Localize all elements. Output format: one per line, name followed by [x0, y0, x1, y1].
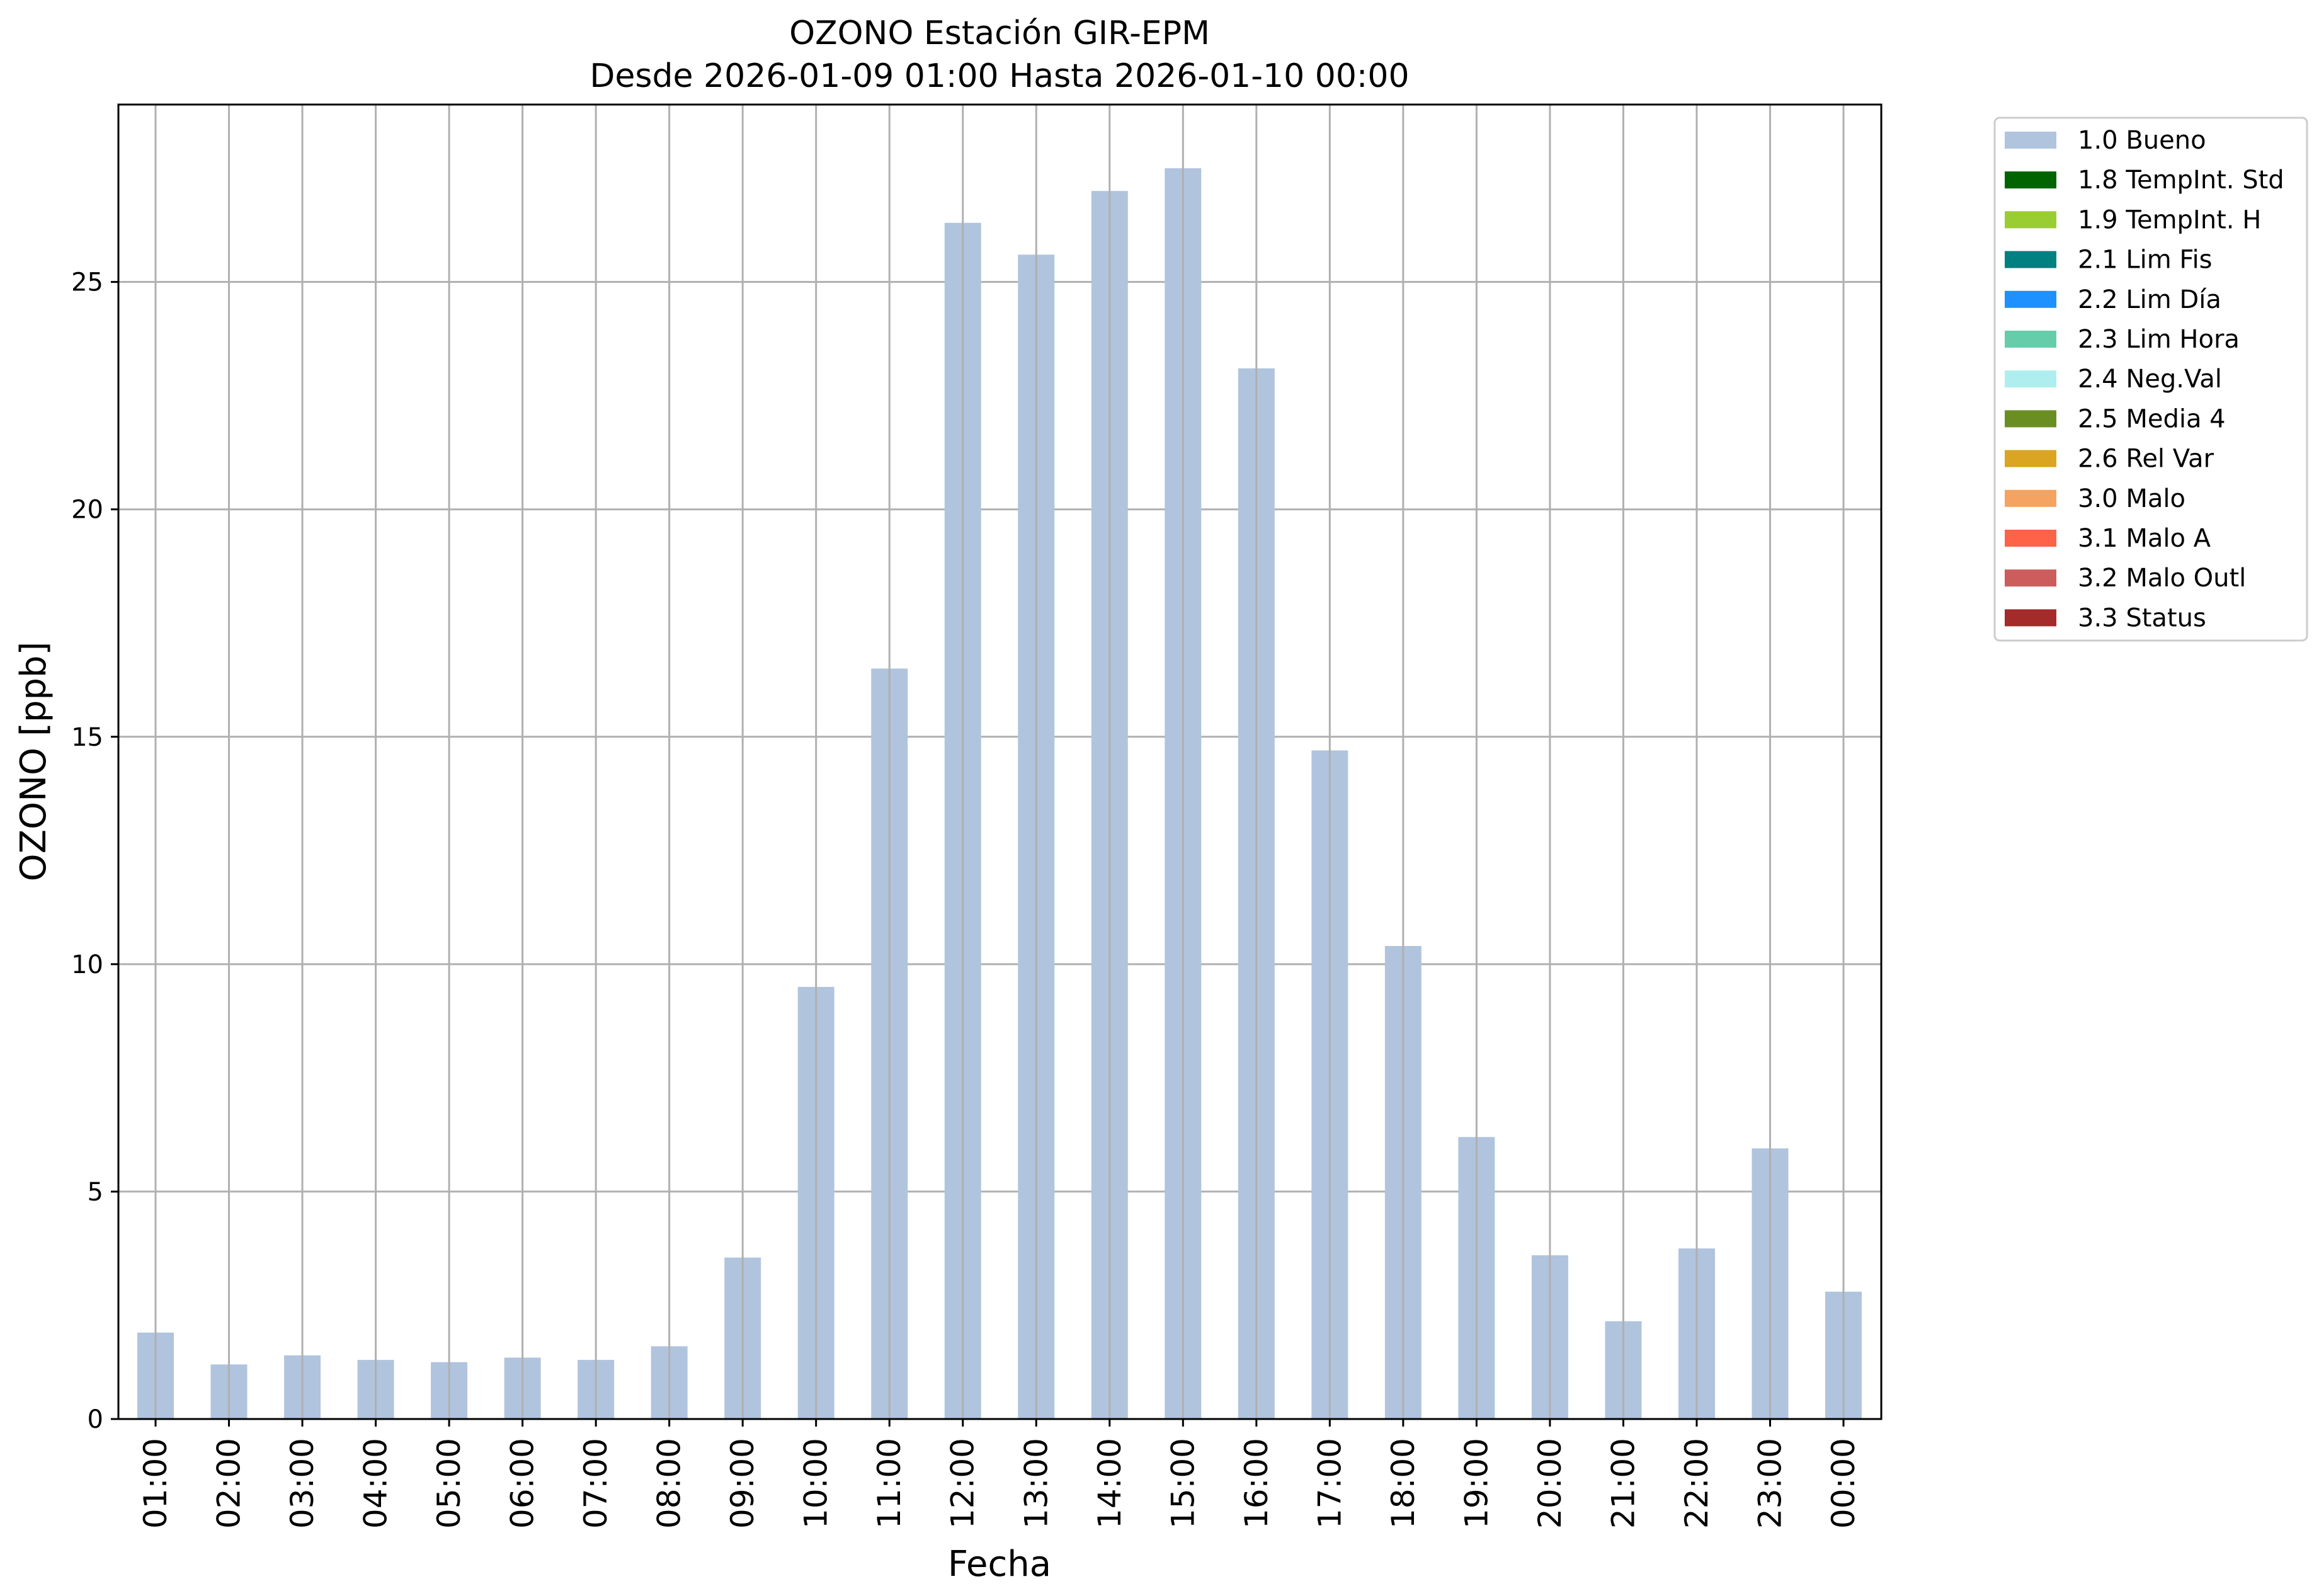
- chart-title: OZONO Estación GIR-EPM: [789, 14, 1210, 52]
- y-tick-label: 10: [71, 950, 103, 979]
- legend-swatch: [2005, 171, 2056, 189]
- y-tick-label: 25: [71, 268, 103, 297]
- legend-label: 1.0 Bueno: [2078, 126, 2206, 155]
- legend-frame: [1993, 117, 2308, 642]
- y-tick-label: 0: [88, 1405, 103, 1434]
- x-tick-label: 04:00: [358, 1438, 394, 1529]
- legend-swatch: [2005, 132, 2056, 149]
- x-axis-label: Fecha: [948, 1544, 1051, 1585]
- chart-subtitle: Desde 2026-01-09 01:00 Hasta 2026-01-10 …: [590, 57, 1409, 95]
- legend-swatch: [2005, 211, 2056, 229]
- x-tick-label: 11:00: [871, 1438, 908, 1529]
- legend-swatch: [2005, 489, 2056, 507]
- x-tick-label: 18:00: [1385, 1438, 1422, 1529]
- x-tick-label: 00:00: [1825, 1438, 1862, 1529]
- x-tick-label: 03:00: [284, 1438, 321, 1529]
- legend-label: 3.3 Status: [2078, 603, 2206, 632]
- x-tick-label: 21:00: [1605, 1438, 1641, 1529]
- legend-swatch: [2005, 251, 2056, 268]
- x-tick-label: 05:00: [431, 1438, 467, 1529]
- legend-label: 2.1 Lim Fis: [2078, 246, 2212, 275]
- x-tick-label: 06:00: [504, 1438, 541, 1529]
- x-tick-label: 17:00: [1311, 1438, 1348, 1529]
- x-tick-label: 12:00: [945, 1438, 981, 1529]
- x-tick-label: 09:00: [724, 1438, 761, 1529]
- legend-swatch: [2005, 410, 2056, 428]
- x-tick-label: 23:00: [1752, 1438, 1788, 1529]
- grid: [118, 281, 1881, 1420]
- x-tick-label: 13:00: [1018, 1438, 1054, 1529]
- y-tick-label: 15: [71, 723, 103, 752]
- x-tick-label: 16:00: [1238, 1438, 1275, 1529]
- x-tick-label: 08:00: [651, 1438, 688, 1529]
- x-tick-label: 10:00: [798, 1438, 835, 1529]
- x-tick-label: 19:00: [1458, 1438, 1495, 1529]
- x-tick-label: 07:00: [578, 1438, 614, 1529]
- legend-swatch: [2005, 370, 2056, 388]
- y-axis-label: OZONO [ppb]: [13, 642, 54, 882]
- x-tick-label: 01:00: [137, 1438, 174, 1529]
- legend-swatch: [2005, 450, 2056, 467]
- y-tick-label: 5: [88, 1178, 103, 1207]
- legend-label: 2.4 Neg.Val: [2078, 365, 2222, 394]
- x-ticks: 01:00 02:00 03:00 04:00 05:00 06:00 07:00 08:00…: [137, 1419, 1862, 1529]
- legend-label: 2.5 Media 4: [2078, 404, 2226, 433]
- plot-frame: [117, 103, 1883, 1420]
- legend-swatch: [2005, 331, 2056, 348]
- x-tick-label: 20:00: [1532, 1438, 1568, 1529]
- legend-label: 2.2 Lim Día: [2078, 285, 2221, 314]
- legend-label: 3.0 Malo: [2078, 484, 2185, 513]
- legend-label: 1.8 TempInt. Std: [2078, 166, 2284, 195]
- y-tick-label: 20: [71, 496, 103, 525]
- x-tick-label: 15:00: [1165, 1438, 1201, 1529]
- legend-label: 1.9 TempInt. H: [2078, 205, 2261, 234]
- legend-label: 2.3 Lim Hora: [2078, 325, 2240, 354]
- legend-swatch: [2005, 609, 2056, 627]
- legend-swatch: [2005, 290, 2056, 308]
- x-tick-label: 22:00: [1678, 1438, 1715, 1529]
- x-tick-label: 02:00: [211, 1438, 248, 1529]
- legend-label: 3.2 Malo Outl: [2078, 564, 2246, 593]
- legend-label: 2.6 Rel Var: [2078, 445, 2214, 474]
- y-ticks: 0 5 10 15 20 25: [71, 268, 118, 1434]
- x-tick-label: 14:00: [1091, 1438, 1128, 1529]
- legend-label: 3.1 Malo A: [2078, 524, 2211, 553]
- bars: [137, 105, 1862, 1420]
- legend: 1.0 Bueno 1.8 TempInt. Std 1.9 TempInt. H 2…: [1993, 117, 2308, 642]
- legend-swatch: [2005, 530, 2056, 547]
- legend-swatch: [2005, 569, 2056, 587]
